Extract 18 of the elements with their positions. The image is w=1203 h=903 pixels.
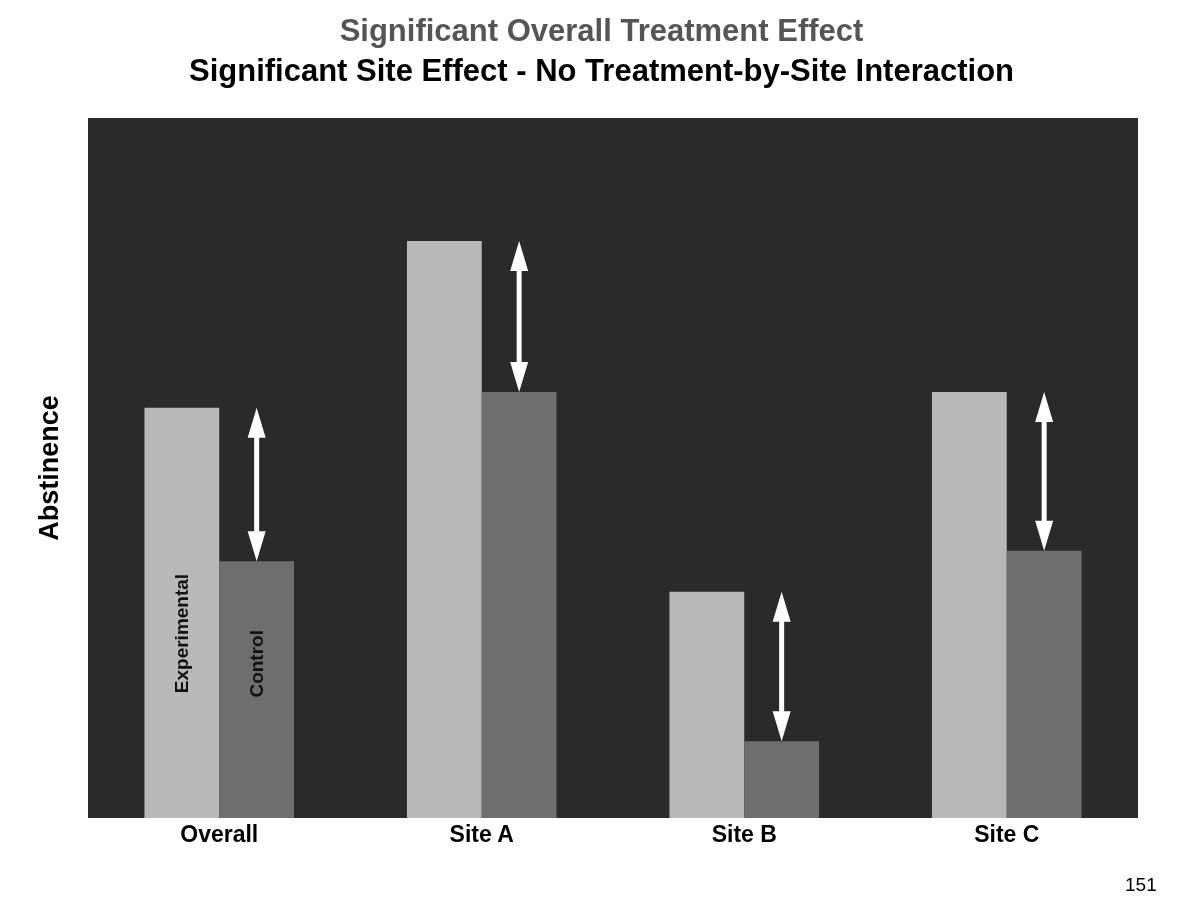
x-tick-label: Overall [180, 821, 259, 847]
bar [481, 392, 557, 818]
y-axis-title: Abstinence [34, 395, 65, 541]
text: 151 [1125, 874, 1157, 895]
chart-title: Significant Overall Treatment Effect [339, 12, 864, 48]
bar [219, 561, 295, 818]
bar [669, 591, 745, 818]
x-tick-label: Site B [711, 821, 777, 847]
x-tick-label: Site C [974, 821, 1040, 847]
x-tick-label: Site A [449, 821, 514, 847]
bar [1006, 550, 1082, 818]
series-label: Control [245, 630, 267, 698]
bar [744, 741, 820, 818]
bar [406, 240, 482, 818]
series-label: Experimental [171, 573, 193, 694]
bar [144, 407, 220, 818]
bar [931, 392, 1007, 818]
chart-subtitle: Significant Site Effect - No Treatment-by-Site Interaction [188, 52, 1015, 88]
